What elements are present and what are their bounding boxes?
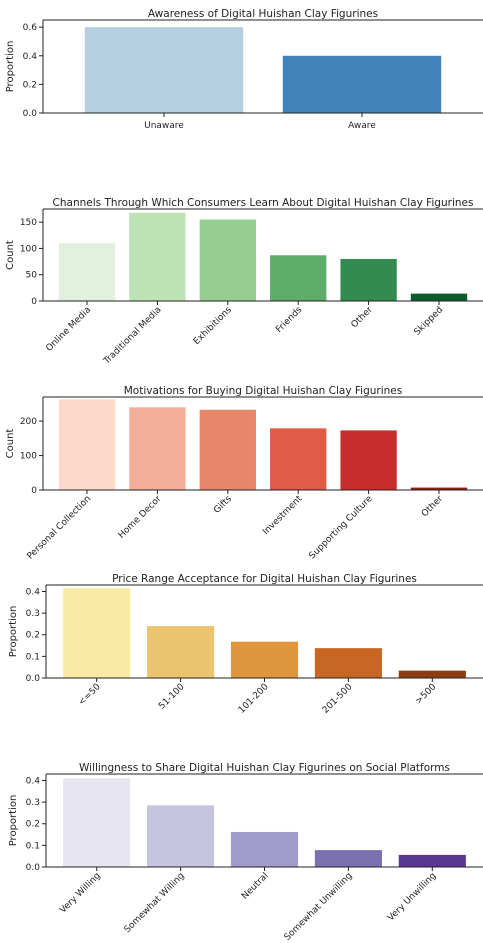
y-tick-label: 100	[20, 244, 37, 254]
y-tick-label: 0.4	[26, 587, 41, 597]
y-tick-label: 0	[31, 297, 37, 307]
bar-2	[129, 407, 186, 490]
bar-4	[270, 255, 327, 301]
bar-4	[270, 428, 327, 490]
bar-5	[398, 854, 466, 867]
bar-1	[58, 399, 116, 490]
bar-5	[340, 430, 397, 490]
y-axis-label: Proportion	[8, 606, 19, 658]
y-tick-label: 0.2	[26, 820, 40, 830]
chart-panel-2: Channels Through Which Consumers Learn A…	[5, 197, 483, 367]
chart-title: Willingness to Share Digital Huishan Cla…	[79, 762, 450, 774]
x-tick-label: Aware	[348, 121, 376, 131]
x-tick-label: Neutral	[240, 871, 271, 902]
x-tick-label: 201-500	[321, 682, 355, 716]
y-tick-label: 0.3	[26, 798, 40, 808]
y-tick-label: 0	[31, 486, 37, 496]
bar-6	[410, 293, 468, 301]
chart-title: Awareness of Digital Huishan Clay Figuri…	[148, 8, 378, 20]
bar-2	[282, 55, 442, 113]
y-tick-label: 0.2	[26, 631, 40, 641]
chart-panel-1: Awareness of Digital Huishan Clay Figuri…	[5, 8, 483, 131]
bar-2	[147, 626, 215, 678]
x-tick-label: Very Willing	[58, 871, 103, 916]
y-tick-label: 0.0	[26, 674, 41, 684]
x-tick-label: >500	[414, 682, 439, 707]
bar-4	[314, 648, 382, 678]
chart-panel-5: Willingness to Share Digital Huishan Cla…	[8, 762, 483, 943]
bar-3	[230, 641, 299, 678]
y-tick-label: 0.4	[23, 52, 38, 62]
y-axis-label: Proportion	[5, 41, 16, 93]
x-tick-label: <=50	[77, 682, 103, 708]
y-tick-label: 0.1	[26, 841, 40, 851]
bar-5	[398, 670, 466, 678]
x-tick-label: Other	[420, 494, 445, 519]
y-tick-label: 0.0	[26, 863, 41, 873]
bar-1	[63, 778, 131, 867]
bar-3	[230, 831, 299, 867]
x-tick-label: 101-200	[237, 682, 271, 716]
chart-panel-3: Motivations for Buying Digital Huishan C…	[5, 385, 483, 562]
y-tick-label: 0.0	[23, 109, 38, 119]
chart-title: Channels Through Which Consumers Learn A…	[53, 197, 474, 209]
chart-panel-4: Price Range Acceptance for Digital Huish…	[8, 573, 483, 716]
bar-5	[340, 258, 397, 301]
x-tick-label: Traditional Media	[101, 305, 163, 367]
x-tick-label: Online Media	[44, 305, 93, 354]
y-tick-label: 0.2	[23, 80, 37, 90]
bar-1	[63, 588, 131, 678]
chart-title: Motivations for Buying Digital Huishan C…	[124, 385, 403, 397]
bar-4	[314, 850, 382, 867]
chart-title: Price Range Acceptance for Digital Huish…	[112, 573, 417, 585]
bar-1	[84, 27, 244, 113]
y-tick-label: 0.6	[23, 23, 38, 33]
x-tick-label: Very Unwilling	[386, 871, 438, 923]
x-tick-label: 51-100	[157, 682, 187, 712]
bar-2	[129, 212, 186, 301]
bar-1	[58, 243, 116, 301]
x-tick-label: Personal Collection	[25, 494, 93, 562]
y-tick-label: 200	[20, 417, 37, 427]
bar-2	[147, 805, 215, 867]
x-tick-label: Friends	[274, 305, 304, 335]
x-tick-label: Unaware	[144, 121, 184, 131]
y-tick-label: 50	[26, 271, 38, 281]
bar-6	[410, 487, 468, 490]
x-tick-label: Supporting Culture	[307, 494, 375, 562]
y-axis-label: Count	[5, 240, 16, 270]
y-axis-label: Count	[5, 429, 16, 459]
y-tick-label: 100	[20, 452, 37, 462]
y-tick-label: 150	[20, 218, 37, 228]
x-tick-label: Somewhat Unwilling	[283, 871, 355, 943]
y-tick-label: 0.3	[26, 609, 40, 619]
x-tick-label: Skipped	[413, 305, 446, 338]
bar-3	[199, 409, 256, 490]
x-tick-label: Exhibitions	[192, 305, 234, 347]
x-tick-label: Other	[350, 305, 375, 330]
y-tick-label: 0.4	[26, 776, 41, 786]
y-tick-label: 0.1	[26, 652, 40, 662]
bar-3	[199, 219, 256, 301]
x-tick-label: Investment	[261, 494, 304, 537]
x-tick-label: Somewhat Willing	[123, 871, 187, 935]
x-tick-label: Gifts	[212, 494, 234, 516]
y-axis-label: Proportion	[8, 795, 19, 847]
x-tick-label: Home Decor	[117, 494, 164, 541]
